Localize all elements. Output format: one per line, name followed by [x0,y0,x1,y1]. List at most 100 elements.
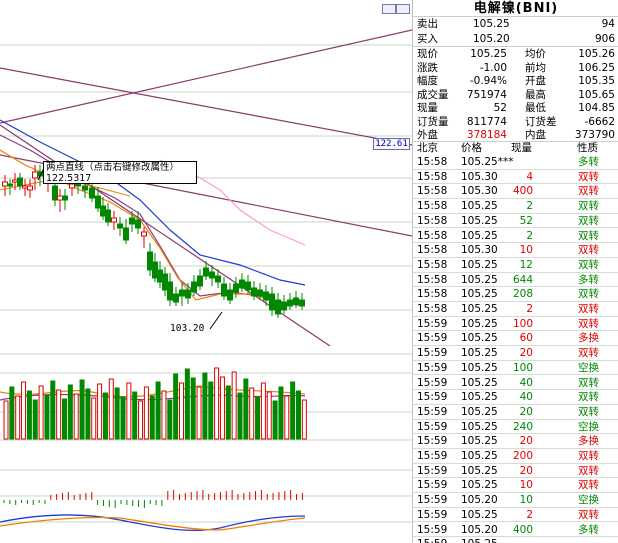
tick-row[interactable]: 15:59 105.25 10 双转 [413,478,618,494]
tick-volume: 20 [519,435,533,448]
tick-row[interactable]: 15:58 105.30 10 双转 [413,243,618,258]
candle-body [129,217,135,225]
candle-body [12,179,18,183]
volume-bar [91,397,97,440]
tick-row[interactable]: 15:58 105.25 644 多转 [413,273,618,288]
stat-label: 现量 [417,102,438,114]
tick-time: 15:59 [417,508,448,521]
tick-row[interactable]: 15:58 105.25 208 双转 [413,287,618,302]
tick-row[interactable]: 15:58 105.25 52 双转 [413,214,618,229]
tick-nature: 双转 [578,200,599,213]
tick-price: 105.20 [461,494,498,507]
kline-chart-area[interactable]: 两点直线（点击右键修改属性） 122.5317 122.61 103.20 [0,0,413,543]
tick-row[interactable]: 15:59 105.25 100 空换 [413,361,618,376]
tick-volume: 2 [526,200,533,213]
candle-body [152,261,158,279]
tick-row[interactable]: 15:59 105.20 10 空换 [413,493,618,508]
candle-body [227,289,233,301]
stat-label: 最低 [525,102,546,114]
stat-value: 811774 [466,115,507,128]
tick-volume: 12 [519,258,533,271]
tick-row[interactable]: 15:58 105.25 12 双转 [413,258,618,273]
sell-row[interactable]: 卖出 105.25 94 [413,17,618,32]
candle-body [7,183,13,187]
tick-price: 105.25 [461,464,498,477]
volume-bar [161,390,167,440]
tick-nature: 双转 [578,317,599,330]
volume-bar [21,381,27,440]
candle-body [197,275,203,287]
tick-price: 105.25 [461,435,498,448]
stat-value: 751974 [466,88,507,101]
tick-nature: 双转 [578,185,599,198]
stat-label: 现价 [417,48,438,60]
candle-body [209,271,215,279]
volume-bar [26,390,32,440]
kline-chart[interactable] [0,0,413,543]
candle-body [135,219,141,229]
tick-price: 105.25 [461,288,498,301]
tick-row[interactable]: 15:59 105.20 400 多转 [413,523,618,538]
tick-row[interactable]: 15:59 105.25 20 多换 [413,434,618,449]
tick-row[interactable]: 15:59 105.25 240 空换 [413,420,618,435]
volume-bar [126,382,132,440]
candle-body [203,267,209,277]
tick-row[interactable]: 15:59 105.25 40 双转 [413,390,618,405]
tick-nature: 双转 [578,405,599,418]
ma-line [0,119,306,286]
tick-nature: 多转 [578,273,599,286]
tick-row[interactable]: 15:58 105.25 2 双转 [413,302,618,317]
candlesticks [2,165,305,318]
candle-body [191,281,197,293]
volume-bar [184,368,190,440]
tick-time: 15:59 [417,332,448,345]
right-price-tag: 122.61 [373,138,410,150]
candle-body [82,185,88,191]
tick-row[interactable]: 15:58 105.30 400 双转 [413,184,618,200]
candle-body [239,279,245,289]
separator [413,141,618,142]
tick-volume: 4 [526,170,533,183]
stat-row: 现量 52 最低 104.85 [413,101,618,116]
tick-row[interactable]: 15:59 105.25 20 双转 [413,464,618,479]
candle-body [123,227,129,241]
tick-row[interactable]: 15:59 105.25 2 双转 [413,508,618,523]
volume-bar [9,386,15,440]
volume-bar [278,386,284,440]
stat-row: 订货量 811774 订货差 -6662 [413,115,618,130]
tick-price: 105.30 [461,185,498,198]
tick-volume: 40 [519,376,533,389]
tick-row[interactable]: 15:59 105.25 40 双转 [413,376,618,391]
candle-body [179,289,185,297]
volume-bar [301,399,307,440]
tick-row[interactable]: 15:59 105.25 [413,537,618,543]
tick-nature: 多转 [578,523,599,536]
volume-bar [32,399,38,440]
tick-row[interactable]: 15:59 105.25 60 多换 [413,331,618,347]
volume-bar [120,396,126,440]
tick-price: 105.25 [461,508,498,521]
chart-expand-icon[interactable] [396,4,410,14]
tick-row[interactable]: 15:59 105.25 200 双转 [413,449,618,464]
volume-bar [179,382,184,440]
buy-row[interactable]: 买入 105.20 906 [413,32,618,47]
tick-row[interactable]: 15:58 105.25 2 双转 [413,229,618,244]
candle-body [117,223,123,229]
volume-bar [85,388,91,440]
tick-row[interactable]: 15:59 105.25 100 双转 [413,317,618,332]
tick-row[interactable]: 15:58 105.25 2 双转 [413,199,618,214]
volume-bars [0,367,307,440]
stat-label: 前均 [525,61,546,74]
candle-body [157,269,163,283]
trendline-tooltip: 两点直线（点击右键修改属性） 122.5317 [43,161,197,184]
tick-row[interactable]: 15:58 105.30 4 双转 [413,170,618,185]
tick-row[interactable]: 15:58 105.25*** 多转 [413,155,618,170]
tick-row[interactable]: 15:59 105.25 20 双转 [413,346,618,361]
chart-settings-icon[interactable] [382,4,396,14]
stat-value: 105.35 [578,75,615,87]
buy-price: 105.20 [473,33,510,45]
candle-body [281,301,287,311]
candle-body [141,231,147,237]
tick-row[interactable]: 15:59 105.25 20 双转 [413,405,618,420]
stat-row: 现价 105.25 均价 105.26 [413,47,618,62]
